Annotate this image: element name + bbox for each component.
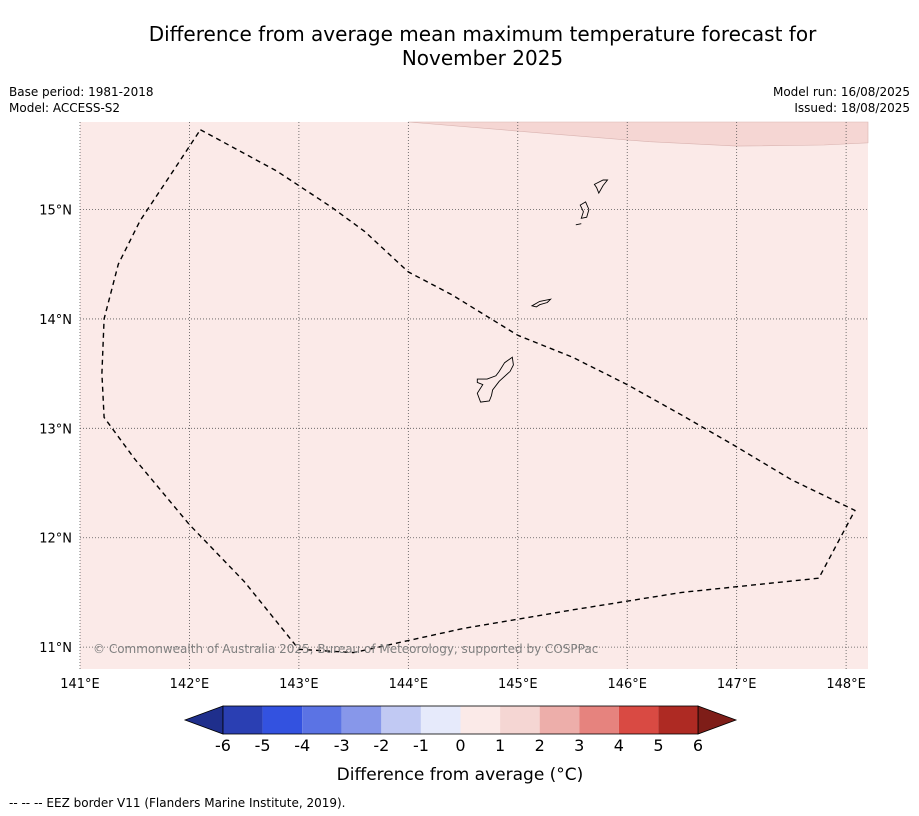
colorbar-bin <box>223 706 263 734</box>
model-run: Model run: 16/08/2025 <box>772 85 910 99</box>
colorbar-tick-label: 6 <box>693 736 703 755</box>
longitude-tick-label: 146°E <box>607 677 647 692</box>
colorbar-bin <box>500 706 540 734</box>
island-tinian <box>579 201 590 219</box>
colorbar-bin <box>341 706 382 734</box>
model-name: Model: ACCESS-S2 <box>9 101 121 115</box>
colorbar-bin <box>658 706 698 734</box>
longitude-tick-label: 144°E <box>389 677 429 692</box>
longitude-tick-label: 142°E <box>170 677 210 692</box>
latitude-tick-label: 14°N <box>39 313 72 328</box>
latitude-ticks: 15°N 14°N 13°N 12°N 11°N <box>39 204 72 657</box>
map-plot: © Commonwealth of Australia 2025, Bureau… <box>79 121 869 669</box>
longitude-tick-label: 143°E <box>279 677 319 692</box>
map-title: Difference from average mean maximum tem… <box>0 22 919 70</box>
island-guam <box>476 356 514 403</box>
colorbar-title: Difference from average (°C) <box>337 765 584 785</box>
colorbar-tick-label: 1 <box>495 736 505 755</box>
title-line-2: November 2025 <box>401 46 564 70</box>
colorbar-bin <box>579 706 619 734</box>
graticule <box>79 122 868 669</box>
colorbar-bin <box>460 706 501 734</box>
colorbar-bin <box>302 706 342 734</box>
metadata-left: Base period: 1981-2018 Model: ACCESS-S2 <box>9 84 154 116</box>
latitude-tick-label: 11°N <box>39 641 72 656</box>
island-outlines <box>476 179 609 403</box>
issued-date: Issued: 18/08/2025 <box>794 101 910 115</box>
colorbar-bin <box>262 706 303 734</box>
colorbar-tick-label: -2 <box>373 736 389 755</box>
eez-border-line <box>101 129 856 654</box>
colorbar-bin <box>539 706 580 734</box>
anomaly-region <box>408 121 869 147</box>
colorbar-tick-label: 3 <box>574 736 584 755</box>
latitude-tick-label: 12°N <box>39 532 72 547</box>
metadata-right: Model run: 16/08/2025 Issued: 18/08/2025 <box>773 84 910 116</box>
colorbar-tick-label: -3 <box>334 736 350 755</box>
colorbar-bin <box>618 706 659 734</box>
colorbar-tick-label: 4 <box>614 736 624 755</box>
map-background <box>80 122 868 669</box>
colorbar-bin <box>381 706 421 734</box>
colorbar-over-arrow <box>697 705 738 735</box>
colorbar-tick-label: -5 <box>255 736 271 755</box>
island-aguijan <box>575 223 582 226</box>
longitude-tick-label: 145°E <box>498 677 538 692</box>
colorbar: -6 -5 -4 -3 -2 -1 0 1 2 3 4 5 6 <box>183 705 738 755</box>
latitude-tick-label: 15°N <box>39 204 72 219</box>
longitude-tick-label: 141°E <box>60 677 100 692</box>
base-period: Base period: 1981-2018 <box>9 85 154 99</box>
copyright-text: © Commonwealth of Australia 2025, Bureau… <box>93 642 598 656</box>
longitude-tick-label: 147°E <box>717 677 757 692</box>
latitude-tick-label: 13°N <box>39 422 72 437</box>
colorbar-tick-label: -1 <box>413 736 429 755</box>
colorbar-tick-label: -4 <box>294 736 310 755</box>
colorbar-tick-label: -6 <box>215 736 231 755</box>
island-saipan <box>593 179 609 195</box>
title-line-1: Difference from average mean maximum tem… <box>148 22 817 46</box>
colorbar-tick-label: 5 <box>653 736 663 755</box>
longitude-tick-label: 148°E <box>826 677 866 692</box>
colorbar-bin <box>420 706 461 734</box>
island-rota <box>530 298 552 308</box>
colorbar-under-arrow <box>183 705 224 735</box>
colorbar-tick-label: 0 <box>455 736 465 755</box>
longitude-ticks: 141°E 142°E 143°E 144°E 145°E 146°E 147°E 148°E <box>60 677 866 692</box>
colorbar-outline <box>222 705 699 735</box>
colorbar-tick-label: 2 <box>535 736 545 755</box>
eez-footnote: -- -- -- EEZ border V11 (Flanders Marine… <box>9 796 346 810</box>
